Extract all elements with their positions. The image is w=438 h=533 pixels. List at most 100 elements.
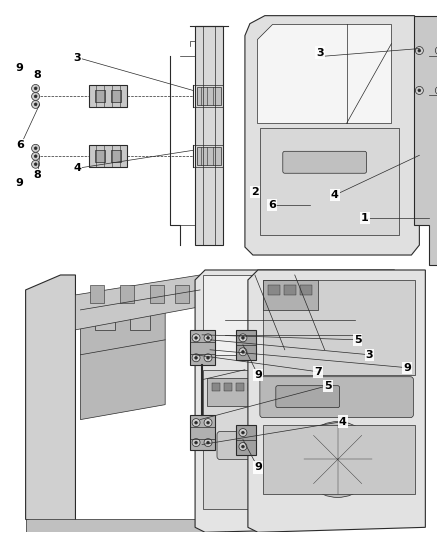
Circle shape bbox=[296, 442, 299, 445]
Bar bbox=[236, 330, 256, 360]
Circle shape bbox=[288, 434, 291, 437]
Circle shape bbox=[241, 431, 244, 434]
Circle shape bbox=[288, 426, 291, 429]
Circle shape bbox=[241, 350, 244, 353]
Bar bbox=[89, 146, 127, 167]
Text: 1: 1 bbox=[360, 213, 368, 223]
Circle shape bbox=[192, 418, 200, 426]
Bar bbox=[212, 383, 220, 391]
Circle shape bbox=[304, 426, 307, 429]
Circle shape bbox=[296, 474, 299, 477]
Circle shape bbox=[418, 49, 421, 52]
Circle shape bbox=[194, 421, 198, 424]
Circle shape bbox=[304, 474, 307, 477]
Circle shape bbox=[207, 357, 209, 359]
Circle shape bbox=[34, 87, 37, 90]
Circle shape bbox=[288, 458, 291, 461]
Circle shape bbox=[32, 144, 39, 152]
Bar bbox=[203, 275, 385, 355]
Circle shape bbox=[328, 474, 331, 477]
Text: 9: 9 bbox=[16, 62, 24, 72]
Bar bbox=[284, 285, 296, 295]
Circle shape bbox=[435, 46, 438, 54]
Circle shape bbox=[34, 147, 37, 150]
Text: 8: 8 bbox=[34, 69, 42, 79]
Circle shape bbox=[304, 450, 307, 453]
Text: 3: 3 bbox=[74, 53, 81, 62]
Circle shape bbox=[328, 466, 331, 469]
Circle shape bbox=[328, 434, 331, 437]
Circle shape bbox=[32, 160, 39, 168]
Bar bbox=[197, 147, 221, 165]
Circle shape bbox=[300, 422, 375, 497]
Circle shape bbox=[288, 450, 291, 453]
Bar bbox=[268, 285, 280, 295]
Circle shape bbox=[312, 442, 315, 445]
Bar bbox=[90, 285, 104, 303]
Circle shape bbox=[241, 336, 244, 339]
Circle shape bbox=[296, 426, 299, 429]
Bar bbox=[111, 150, 121, 162]
Circle shape bbox=[32, 92, 39, 100]
Circle shape bbox=[280, 474, 283, 477]
Circle shape bbox=[288, 442, 291, 445]
Circle shape bbox=[204, 334, 212, 342]
Circle shape bbox=[288, 474, 291, 477]
Polygon shape bbox=[248, 270, 425, 532]
Circle shape bbox=[320, 450, 323, 453]
Text: 9: 9 bbox=[403, 363, 411, 373]
Text: 3: 3 bbox=[316, 47, 324, 58]
Circle shape bbox=[296, 466, 299, 469]
Bar bbox=[263, 280, 415, 375]
Circle shape bbox=[239, 348, 247, 356]
Circle shape bbox=[304, 442, 307, 445]
Bar bbox=[130, 300, 150, 330]
FancyBboxPatch shape bbox=[276, 386, 339, 408]
Text: 6: 6 bbox=[268, 200, 276, 210]
Circle shape bbox=[204, 439, 212, 447]
Circle shape bbox=[320, 442, 323, 445]
Bar bbox=[111, 91, 121, 102]
Circle shape bbox=[280, 442, 283, 445]
Bar bbox=[203, 370, 385, 510]
Circle shape bbox=[194, 357, 198, 359]
Circle shape bbox=[32, 100, 39, 108]
Circle shape bbox=[320, 426, 323, 429]
Circle shape bbox=[207, 421, 209, 424]
FancyBboxPatch shape bbox=[260, 377, 413, 417]
Circle shape bbox=[207, 441, 209, 444]
Circle shape bbox=[239, 429, 247, 437]
Polygon shape bbox=[195, 270, 395, 532]
Text: 4: 4 bbox=[339, 417, 346, 426]
Text: 6: 6 bbox=[17, 140, 25, 150]
Bar bbox=[89, 85, 127, 108]
Text: 9: 9 bbox=[254, 370, 262, 379]
Bar bbox=[300, 285, 312, 295]
Bar bbox=[236, 425, 256, 455]
Circle shape bbox=[320, 434, 323, 437]
Circle shape bbox=[328, 482, 331, 485]
Circle shape bbox=[415, 46, 424, 54]
Circle shape bbox=[328, 442, 331, 445]
Polygon shape bbox=[25, 275, 75, 529]
Circle shape bbox=[280, 458, 283, 461]
Circle shape bbox=[296, 482, 299, 485]
Bar bbox=[263, 280, 318, 310]
Bar bbox=[224, 383, 232, 391]
Bar bbox=[275, 419, 335, 489]
Bar bbox=[195, 26, 223, 245]
Circle shape bbox=[312, 434, 315, 437]
Polygon shape bbox=[245, 15, 419, 255]
Circle shape bbox=[320, 466, 323, 469]
Text: 9: 9 bbox=[254, 463, 262, 472]
Bar bbox=[175, 285, 189, 303]
Circle shape bbox=[304, 434, 307, 437]
Bar bbox=[248, 383, 256, 391]
Text: 8: 8 bbox=[34, 170, 42, 180]
Circle shape bbox=[204, 354, 212, 362]
Circle shape bbox=[280, 426, 283, 429]
Text: 2: 2 bbox=[251, 187, 259, 197]
Bar bbox=[207, 378, 252, 406]
Text: 3: 3 bbox=[366, 350, 373, 360]
Circle shape bbox=[34, 163, 37, 166]
